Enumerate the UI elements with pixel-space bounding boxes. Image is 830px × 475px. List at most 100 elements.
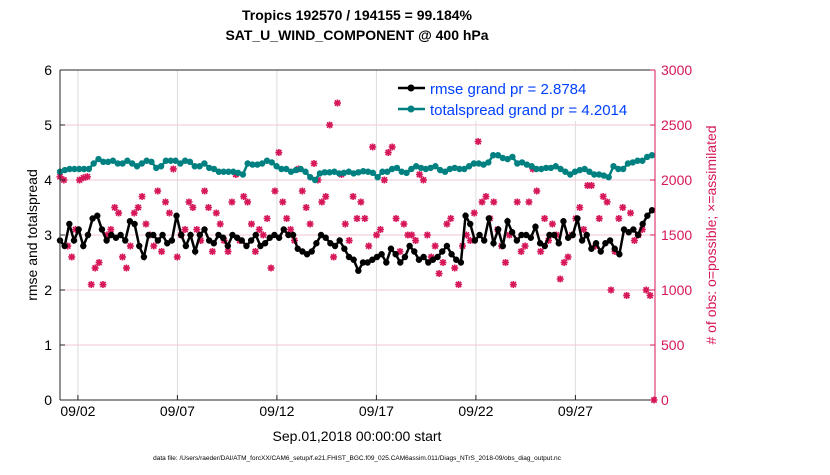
obs-point-center bbox=[77, 177, 82, 183]
rmse-point bbox=[136, 242, 143, 250]
obs-point bbox=[345, 237, 353, 244]
obs-point bbox=[212, 209, 220, 217]
obs-point bbox=[162, 198, 170, 206]
obs-point bbox=[525, 198, 533, 206]
totalspread-point bbox=[403, 169, 410, 177]
obs-point-center bbox=[116, 210, 121, 216]
obs-point bbox=[521, 242, 529, 250]
rmse-point bbox=[187, 231, 194, 239]
rmse-point bbox=[145, 231, 152, 239]
obs-point-center bbox=[370, 144, 375, 150]
rmse-point bbox=[359, 259, 367, 266]
rmse-point bbox=[453, 256, 460, 263]
obs-point-center bbox=[182, 227, 188, 232]
obs-point bbox=[416, 171, 424, 178]
obs-point-center bbox=[253, 249, 258, 254]
obs-point bbox=[107, 226, 115, 233]
rmse-point bbox=[66, 220, 73, 228]
obs-point-center bbox=[491, 199, 496, 205]
obs-point-center bbox=[409, 232, 414, 238]
obs-point bbox=[595, 215, 603, 222]
totalspread-point bbox=[210, 165, 218, 173]
obs-point bbox=[615, 215, 623, 222]
obs-point-center bbox=[452, 265, 457, 271]
obs-point bbox=[587, 182, 595, 189]
totalspread-point bbox=[249, 161, 256, 168]
legend-marker-totalspread bbox=[407, 105, 415, 113]
obs-point-center bbox=[225, 249, 231, 254]
obs-point-center bbox=[550, 221, 555, 227]
rmse-point bbox=[98, 226, 106, 233]
totalspread-point bbox=[196, 163, 203, 170]
obs-point-center bbox=[526, 199, 532, 205]
totalspread-point bbox=[90, 160, 97, 167]
obs-point bbox=[201, 187, 209, 195]
rmse-point bbox=[154, 237, 162, 244]
totalspread-point bbox=[186, 158, 194, 166]
rmse-point bbox=[494, 226, 502, 233]
obs-point-center bbox=[100, 282, 106, 287]
obs-point-center bbox=[155, 188, 160, 194]
rmse-point bbox=[233, 234, 241, 241]
totalspread-point bbox=[369, 169, 377, 177]
rmse-point bbox=[476, 231, 483, 239]
totalspread-point bbox=[177, 160, 184, 167]
obs-point-center bbox=[135, 205, 141, 210]
x-tick-label: 09/17 bbox=[359, 403, 394, 419]
rmse-point bbox=[406, 242, 413, 250]
totalspread-point bbox=[509, 153, 516, 161]
obs-point bbox=[255, 226, 263, 233]
obs-point bbox=[548, 220, 556, 228]
obs-point-center bbox=[343, 221, 348, 227]
rmse-point bbox=[80, 242, 87, 250]
y-right-tick-label: 1000 bbox=[661, 282, 692, 298]
obs-point-center bbox=[190, 205, 196, 210]
chart-title-line1: Tropics 192570 / 194155 = 99.184% bbox=[242, 7, 473, 23]
obs-point-center bbox=[436, 271, 442, 276]
obs-point-center bbox=[538, 249, 543, 254]
obs-point bbox=[259, 231, 267, 239]
rmse-point bbox=[588, 245, 595, 252]
obs-point-center bbox=[511, 282, 516, 287]
totalspread-point bbox=[234, 169, 242, 177]
obs-point-center bbox=[479, 199, 485, 205]
totalspread-point bbox=[316, 170, 324, 177]
obs-point bbox=[373, 231, 381, 239]
x-tick-label: 09/27 bbox=[558, 403, 593, 419]
obs-point bbox=[361, 215, 369, 222]
totalspread-point bbox=[547, 164, 555, 172]
obs-point-center bbox=[503, 260, 508, 265]
rmse-point bbox=[592, 240, 600, 247]
y-right-tick-label: 500 bbox=[661, 337, 685, 353]
obs-point-center bbox=[249, 221, 254, 227]
obs-point bbox=[83, 173, 91, 181]
obs-point bbox=[244, 198, 252, 206]
obs-point bbox=[490, 198, 498, 206]
rmse-point bbox=[355, 267, 362, 274]
totalspread-point bbox=[446, 165, 454, 173]
obs-point-center bbox=[327, 122, 332, 128]
totalspread-point bbox=[388, 165, 396, 173]
obs-point bbox=[533, 187, 541, 195]
obs-point bbox=[627, 209, 635, 217]
rmse-point bbox=[574, 215, 581, 222]
obs-point bbox=[642, 286, 650, 294]
rmse-point bbox=[434, 253, 441, 261]
totalspread-point bbox=[639, 157, 646, 164]
obs-point bbox=[376, 226, 384, 233]
obs-point-center bbox=[108, 227, 114, 232]
obs-point bbox=[205, 204, 213, 211]
obs-point-center bbox=[362, 216, 368, 221]
totalspread-point bbox=[263, 157, 271, 164]
obs-point bbox=[326, 121, 334, 129]
obs-point bbox=[267, 264, 275, 272]
obs-point bbox=[537, 248, 545, 255]
obs-point-center bbox=[483, 194, 489, 199]
rmse-point bbox=[285, 231, 292, 239]
totalspread-point bbox=[143, 157, 150, 164]
totalspread-point bbox=[379, 168, 386, 175]
obs-point-center bbox=[425, 232, 430, 238]
rmse-point bbox=[462, 212, 469, 219]
obs-point bbox=[279, 198, 287, 206]
totalspread-point bbox=[345, 168, 352, 175]
